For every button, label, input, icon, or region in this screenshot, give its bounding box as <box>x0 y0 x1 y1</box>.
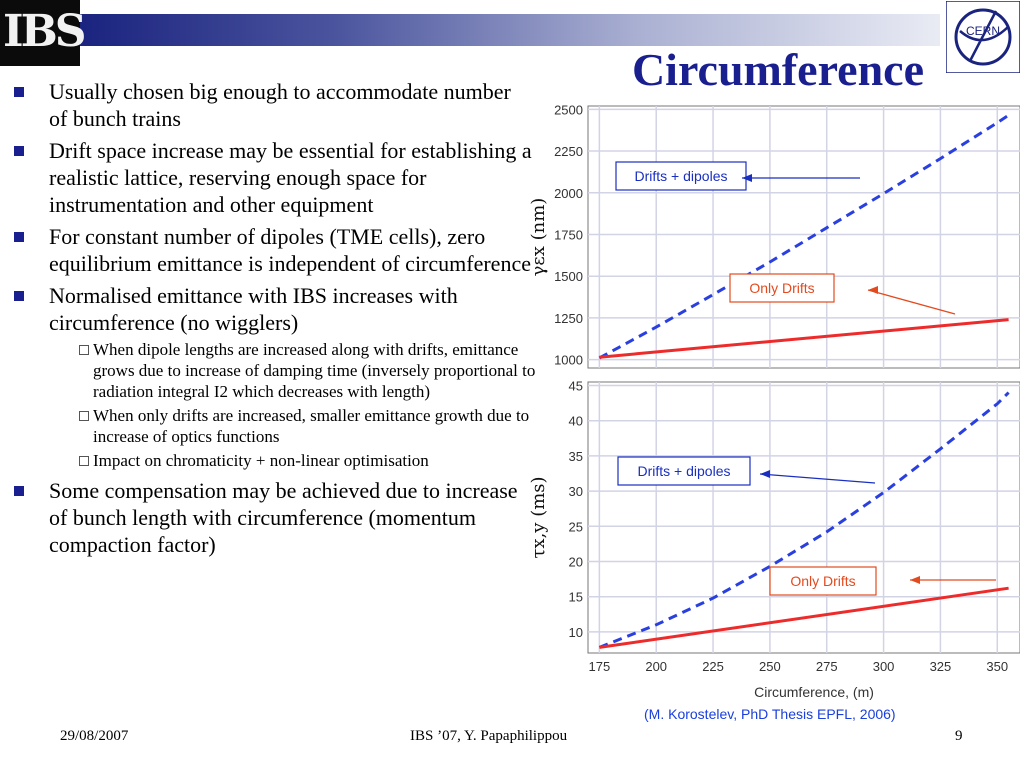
bullet-item: Usually chosen big enough to accommodate… <box>12 78 532 132</box>
y-tick-label: 25 <box>569 519 583 534</box>
x-tick-label: 175 <box>589 659 611 674</box>
chart-panel-1: 1000 1250 1500 1750 2000 2250 2500 γεx (nm) Drif… <box>530 102 1020 369</box>
title-bar-gradient <box>78 14 940 46</box>
y-tick-label: 1000 <box>554 353 583 368</box>
annotation-label: Only Drifts <box>749 280 814 296</box>
y-tick-label: 2500 <box>554 102 583 117</box>
sub-bullet-item: When dipole lengths are increased along … <box>12 339 546 402</box>
y-axis-label: τx,y (ms) <box>530 476 549 558</box>
sub-bullet-marker <box>79 456 89 466</box>
x-tick-label: 300 <box>873 659 895 674</box>
annotation-label: Drifts + dipoles <box>635 168 728 184</box>
bullet-marker <box>14 486 24 496</box>
cern-logo: CERN <box>946 1 1020 73</box>
y-tick-label: 2000 <box>554 186 583 201</box>
annotation-label: Drifts + dipoles <box>638 463 731 479</box>
annotation-arrowhead <box>868 286 878 294</box>
cern-logo-text: CERN <box>966 24 1000 38</box>
sub-bullet-item: When only drifts are increased, smaller … <box>12 405 546 447</box>
bullet-item: Normalised emittance with IBS increases … <box>12 282 535 471</box>
bullet-list: Usually chosen big enough to accommodate… <box>12 78 535 563</box>
sub-bullet-item: Impact on chromaticity + non-linear opti… <box>12 450 546 471</box>
y-tick-label: 10 <box>569 625 583 640</box>
x-tick-label: 275 <box>816 659 838 674</box>
series-line-only-drifts <box>599 318 1009 359</box>
x-tick-label: 350 <box>986 659 1008 674</box>
bullet-marker <box>14 146 24 156</box>
bullet-item: For constant number of dipoles (TME cell… <box>12 223 532 277</box>
annotation-label: Only Drifts <box>790 573 855 589</box>
series-line-only-drifts <box>599 586 1009 649</box>
annotation-arrowhead <box>760 470 770 478</box>
bullet-marker <box>14 87 24 97</box>
sub-bullet-marker <box>79 345 89 355</box>
bullet-marker <box>14 291 24 301</box>
ibs-logo: IBS <box>0 0 87 66</box>
plot-area <box>587 381 1020 654</box>
annotation-arrowhead <box>910 576 920 584</box>
y-tick-label: 40 <box>569 414 583 429</box>
y-tick-label: 15 <box>569 590 583 605</box>
y-tick-label: 35 <box>569 449 583 464</box>
series-line-drifts-dipoles <box>598 391 1010 649</box>
series-line-drifts-dipoles <box>598 113 1010 360</box>
annotation-box <box>769 566 877 596</box>
bullet-item: Drift space increase may be essential fo… <box>12 137 532 218</box>
x-axis-label: Circumference, (m) <box>754 684 874 700</box>
y-axis-label: γεx (nm) <box>530 198 549 277</box>
y-tick-label: 1250 <box>554 311 583 326</box>
y-tick-label: 30 <box>569 484 583 499</box>
y-tick-label: 20 <box>569 554 583 569</box>
sub-bullet-marker <box>79 411 89 421</box>
chart-panel-2: 10 15 20 25 30 35 40 45 175 200 225 250 275 300 325 350… <box>530 379 1020 700</box>
sub-bullet-list: When dipole lengths are increased along … <box>49 339 535 471</box>
annotation-box <box>729 273 835 303</box>
y-tick-label: 45 <box>569 379 583 394</box>
x-tick-label: 225 <box>702 659 724 674</box>
x-tick-label: 250 <box>759 659 781 674</box>
y-tick-label: 2250 <box>554 144 583 159</box>
annotation-arrow-line <box>867 289 956 315</box>
annotation-box <box>617 456 751 486</box>
annotation-box <box>615 161 747 191</box>
bullet-item: Some compensation may be achieved due to… <box>12 477 532 558</box>
x-tick-label: 200 <box>645 659 667 674</box>
annotation-arrowhead <box>742 174 752 182</box>
y-tick-label: 1500 <box>554 269 583 284</box>
bullet-marker <box>14 232 24 242</box>
x-tick-label: 325 <box>930 659 952 674</box>
annotation-arrow-line <box>759 473 876 484</box>
circumference-charts: 1000 1250 1500 1750 2000 2250 2500 γεx (nm) Drif… <box>530 102 1020 700</box>
y-tick-label: 1750 <box>554 227 583 242</box>
footer-page-number: 9 <box>955 728 963 744</box>
footer-center: IBS ’07, Y. Papaphilippou <box>410 728 568 744</box>
citation: (M. Korostelev, PhD Thesis EPFL, 2006) <box>644 706 896 722</box>
slide-title: Circumference <box>631 44 924 95</box>
footer-date: 29/08/2007 <box>60 728 129 744</box>
